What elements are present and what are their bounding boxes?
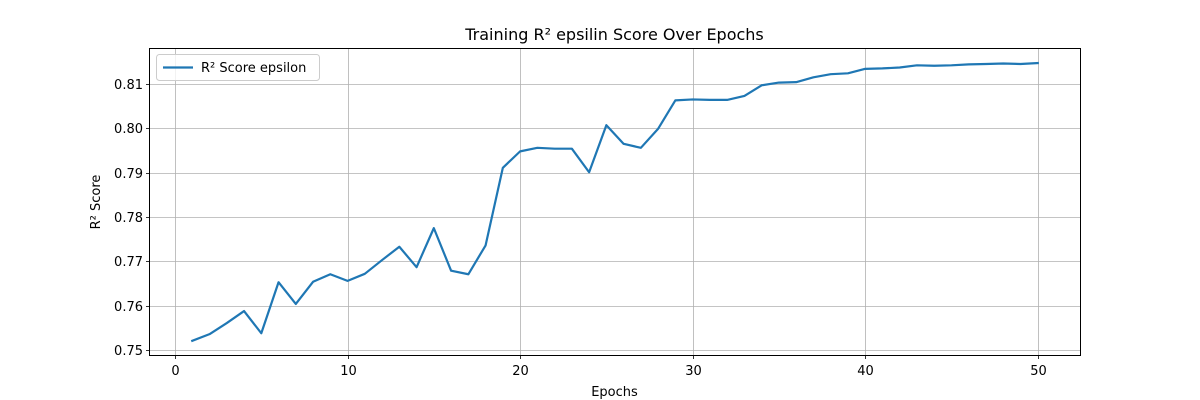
x-tick-label: 0 — [171, 364, 179, 379]
legend: R² Score epsilon — [156, 54, 320, 81]
legend-series-label: R² Score epsilon — [201, 61, 306, 76]
grid — [150, 48, 1080, 355]
legend-box — [156, 54, 320, 81]
series-line — [190, 61, 1039, 343]
y-tick-label: 0.75 — [114, 344, 143, 359]
x-tick-label: 40 — [857, 364, 874, 379]
y-axis-label: R² Score — [89, 175, 104, 230]
y-tick-label: 0.79 — [114, 167, 143, 182]
x-tick-label: 30 — [685, 364, 702, 379]
x-tick-label: 10 — [340, 364, 357, 379]
x-tick-label: 50 — [1030, 364, 1047, 379]
x-axis-label: Epochs — [591, 385, 638, 400]
y-tick-label: 0.77 — [114, 255, 143, 270]
y-tick-label: 0.78 — [114, 211, 143, 226]
y-tick-label: 0.81 — [114, 78, 143, 93]
plot-frame — [149, 48, 1081, 356]
chart-title: Training R² epsilin Score Over Epochs — [464, 25, 764, 44]
series-layer — [190, 61, 1039, 343]
x-axis: 0 10 20 30 40 50 — [171, 355, 1047, 379]
y-tick-label: 0.76 — [114, 300, 143, 315]
x-tick-label: 20 — [512, 364, 529, 379]
y-tick-label: 0.80 — [114, 122, 143, 137]
y-axis: 0.75 0.76 0.77 0.78 0.79 0.80 0.81 — [114, 78, 150, 359]
